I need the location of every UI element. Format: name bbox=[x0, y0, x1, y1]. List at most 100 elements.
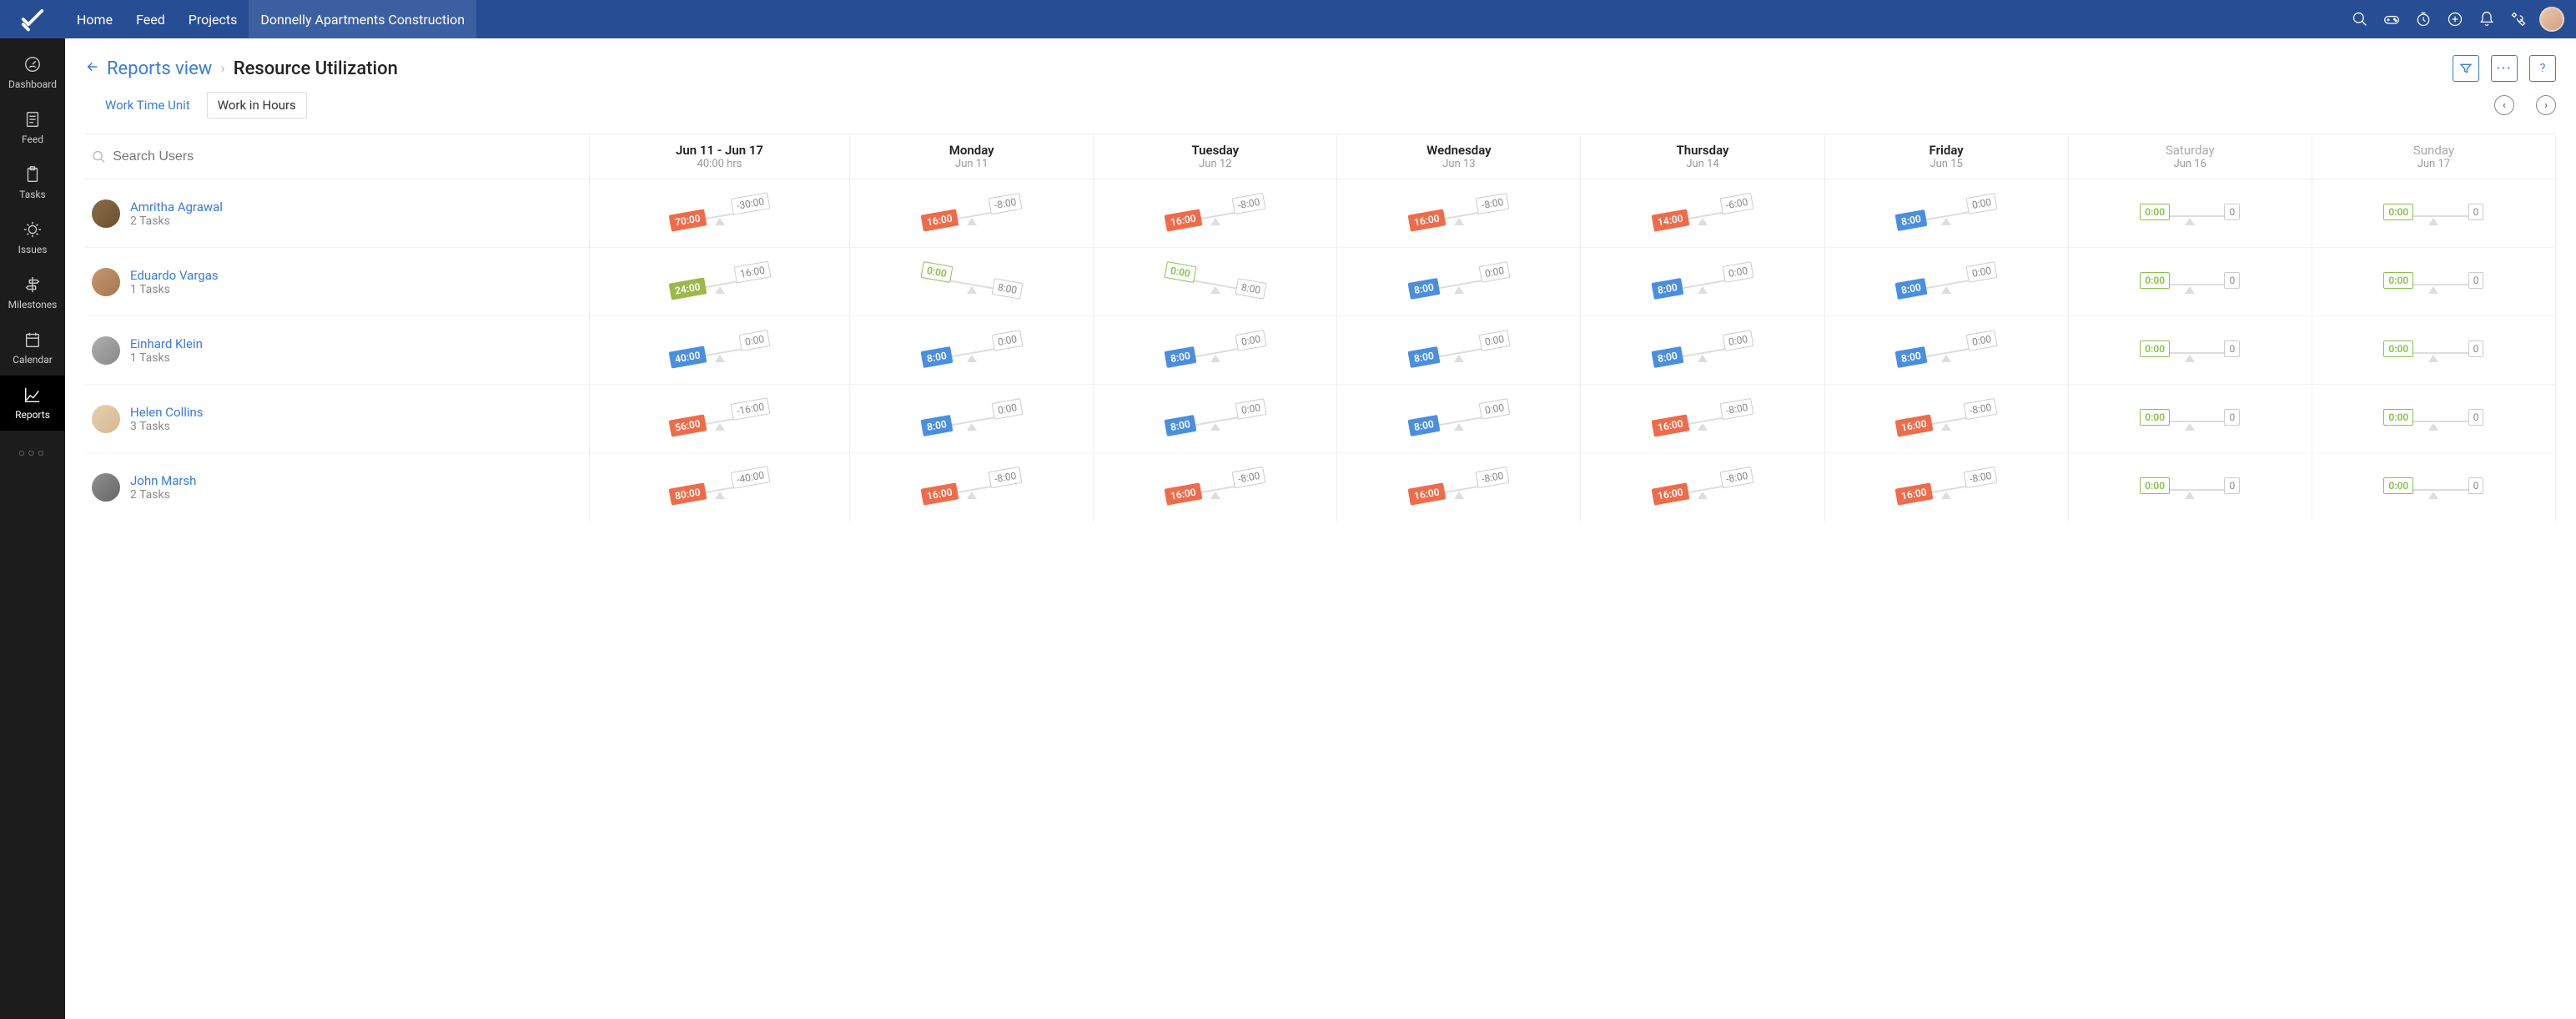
allocated-chip: 8:00 bbox=[1652, 346, 1684, 368]
work-time-unit-link[interactable]: Work Time Unit bbox=[105, 98, 190, 113]
utilization-cell: 0:008:00 bbox=[850, 248, 1094, 316]
column-header-friday: FridayJun 15 bbox=[1824, 134, 2068, 179]
table-row: Helen Collins3 Tasks56:00-16:008:000:008… bbox=[85, 385, 2556, 453]
allocated-chip: 0:00 bbox=[2383, 477, 2413, 494]
seesaw-widget: 16:00-8:00 bbox=[1409, 197, 1509, 230]
allocated-chip: 8:00 bbox=[920, 346, 953, 368]
user-avatar[interactable] bbox=[92, 336, 120, 365]
breadcrumb: Reports view › Resource Utilization ··· … bbox=[85, 55, 2556, 82]
variance-chip: 8:00 bbox=[1235, 278, 1266, 300]
user-avatar[interactable] bbox=[92, 199, 120, 228]
utilization-cell: 16:00-8:00 bbox=[1337, 179, 1581, 248]
search-users-wrap bbox=[92, 149, 584, 164]
variance-chip: 0:00 bbox=[1478, 398, 1510, 420]
work-unit-selector[interactable]: Work in Hours bbox=[207, 92, 307, 119]
seesaw-widget: 8:000:00 bbox=[1896, 334, 1996, 367]
nav-links: HomeFeedProjectsDonnelly Apartments Cons… bbox=[65, 0, 476, 38]
sidebar-item-calendar[interactable]: Calendar bbox=[0, 320, 65, 376]
notifications-button[interactable] bbox=[2471, 0, 2503, 38]
nav-link-projects[interactable]: Projects bbox=[177, 0, 249, 38]
main-content: Reports view › Resource Utilization ··· … bbox=[65, 38, 2576, 1019]
nav-link-home[interactable]: Home bbox=[65, 0, 124, 38]
back-arrow-icon[interactable] bbox=[85, 59, 100, 78]
utilization-cell: 56:00 -16:00 bbox=[589, 385, 849, 453]
user-name-link[interactable]: Helen Collins bbox=[130, 405, 204, 420]
more-options-button[interactable]: ··· bbox=[2491, 55, 2518, 82]
column-header-monday: MondayJun 11 bbox=[850, 134, 1094, 179]
help-button[interactable]: ? bbox=[2529, 55, 2556, 82]
utilization-cell: 16:00-8:00 bbox=[1581, 385, 1824, 453]
utilization-cell: 8:000:00 bbox=[1824, 316, 2068, 385]
allocated-chip: 0:00 bbox=[2140, 272, 2170, 289]
utilization-cell: 16:00-8:00 bbox=[850, 453, 1094, 522]
utilization-table: Jun 11 - Jun 1740:00 hrsMondayJun 11Tues… bbox=[85, 134, 2556, 522]
variance-chip: 0 bbox=[2468, 341, 2484, 357]
sidebar-more-button[interactable]: ○○○ bbox=[18, 437, 47, 468]
user-task-count: 1 Tasks bbox=[130, 283, 219, 296]
nav-link-donnelly-apartments-construction[interactable]: Donnelly Apartments Construction bbox=[249, 0, 476, 38]
allocated-chip: 0:00 bbox=[2140, 341, 2170, 357]
utilization-cell: 16:00-8:00 bbox=[1824, 385, 2068, 453]
variance-chip: 0 bbox=[2468, 477, 2484, 494]
next-week-button[interactable]: › bbox=[2536, 95, 2556, 115]
user-avatar[interactable] bbox=[92, 268, 120, 296]
utilization-cell: 8:00 0:00 bbox=[850, 316, 1094, 385]
utilization-cell: 16:00-8:00 bbox=[850, 179, 1094, 248]
variance-chip: 0:00 bbox=[991, 330, 1023, 351]
allocated-chip: 56:00 bbox=[668, 414, 707, 436]
nav-link-feed[interactable]: Feed bbox=[124, 0, 177, 38]
gamepad-button[interactable] bbox=[2376, 0, 2407, 38]
user-avatar[interactable] bbox=[92, 473, 120, 502]
settings-button[interactable] bbox=[2503, 0, 2534, 38]
sidebar-item-dashboard[interactable]: Dashboard bbox=[0, 45, 65, 100]
sidebar-item-issues[interactable]: Issues bbox=[0, 210, 65, 265]
sidebar-item-reports[interactable]: Reports bbox=[0, 376, 65, 431]
variance-chip: 0:00 bbox=[1966, 330, 1998, 351]
utilization-cell: 8:000:00 bbox=[1824, 248, 2068, 316]
variance-chip: -8:00 bbox=[1963, 467, 1997, 488]
seesaw-widget: 16:00-8:00 bbox=[922, 471, 1022, 504]
timer-button[interactable] bbox=[2407, 0, 2439, 38]
seesaw-widget: 0:000 bbox=[2383, 197, 2483, 230]
utilization-cell: 0:000 bbox=[2068, 453, 2312, 522]
user-name-link[interactable]: Amritha Agrawal bbox=[130, 199, 223, 214]
sidebar-item-milestones[interactable]: Milestones bbox=[0, 265, 65, 320]
seesaw-widget: 24:0016:00 bbox=[670, 265, 770, 299]
allocated-chip: 16:00 bbox=[1407, 209, 1446, 231]
doc-icon bbox=[23, 110, 42, 129]
allocated-chip: 8:00 bbox=[920, 415, 953, 436]
bug-icon bbox=[23, 220, 42, 239]
sidebar-item-label: Issues bbox=[18, 244, 48, 255]
signpost-icon bbox=[23, 275, 42, 294]
user-task-count: 1 Tasks bbox=[130, 351, 203, 365]
search-button[interactable] bbox=[2344, 0, 2376, 38]
breadcrumb-link-reports[interactable]: Reports view bbox=[107, 58, 212, 79]
sidebar-item-tasks[interactable]: Tasks bbox=[0, 155, 65, 210]
seesaw-widget: 0:000 bbox=[2140, 197, 2240, 230]
search-icon bbox=[92, 149, 106, 164]
user-avatar[interactable] bbox=[2539, 7, 2564, 32]
utilization-cell: 8:000:00 bbox=[1337, 316, 1581, 385]
add-button[interactable] bbox=[2439, 0, 2471, 38]
user-name-link[interactable]: Einhard Klein bbox=[130, 336, 203, 351]
utilization-cell: 0:000 bbox=[2068, 248, 2312, 316]
prev-week-button[interactable]: ‹ bbox=[2494, 95, 2514, 115]
seesaw-widget: 0:008:00 bbox=[1165, 265, 1265, 299]
sidebar-item-feed[interactable]: Feed bbox=[0, 100, 65, 155]
filter-button[interactable] bbox=[2453, 55, 2479, 82]
user-avatar[interactable] bbox=[92, 405, 120, 433]
seesaw-widget: 8:000:00 bbox=[1165, 334, 1265, 367]
variance-chip: -8:00 bbox=[1719, 467, 1753, 488]
search-users-input[interactable] bbox=[113, 149, 584, 164]
seesaw-widget: 8:000:00 bbox=[922, 402, 1022, 436]
allocated-chip: 8:00 bbox=[1164, 415, 1196, 436]
utilization-cell: 0:000 bbox=[2312, 316, 2555, 385]
user-name-link[interactable]: Eduardo Vargas bbox=[130, 268, 219, 283]
app-logo[interactable] bbox=[0, 0, 65, 38]
user-name-link[interactable]: John Marsh bbox=[130, 473, 196, 488]
table-row: Einhard Klein1 Tasks40:000:008:000:008:0… bbox=[85, 316, 2556, 385]
variance-chip: 0 bbox=[2224, 204, 2240, 220]
seesaw-widget: 0:000 bbox=[2383, 402, 2483, 436]
utilization-cell: 8:000:00 bbox=[850, 385, 1094, 453]
variance-chip: -16:00 bbox=[731, 397, 771, 421]
